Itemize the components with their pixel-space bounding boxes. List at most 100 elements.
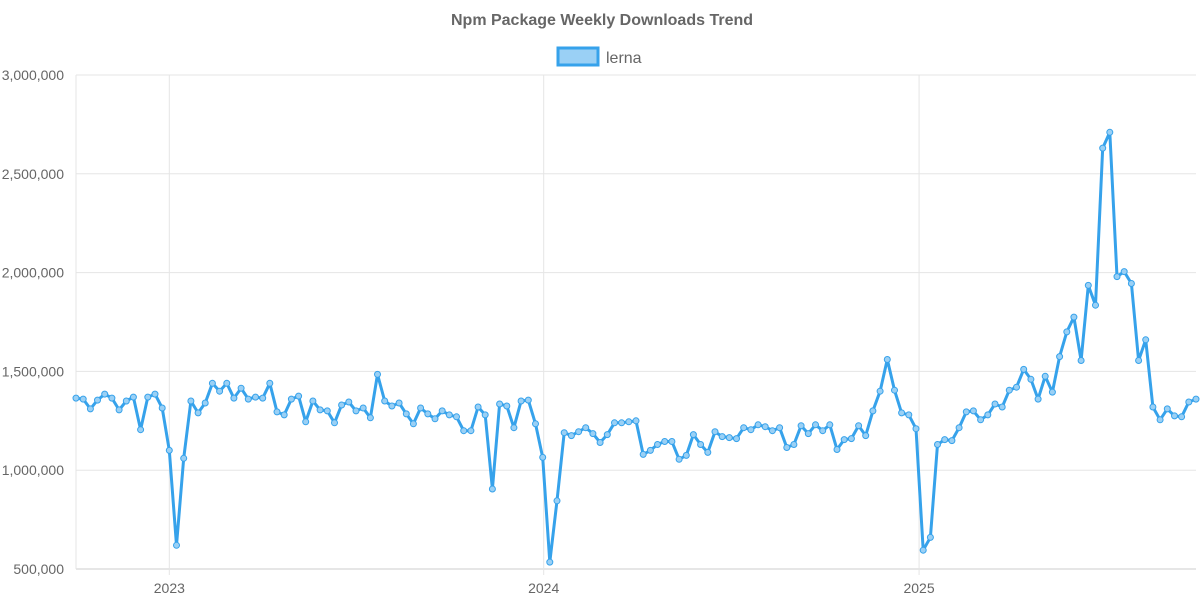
data-point[interactable] [898,409,906,417]
data-point[interactable] [94,396,101,404]
data-point[interactable] [833,446,841,453]
data-point[interactable] [962,408,970,416]
data-point[interactable] [675,455,683,463]
data-point[interactable] [840,436,848,444]
data-point[interactable] [244,395,252,403]
data-point[interactable] [1156,416,1164,424]
data-point[interactable] [618,419,626,427]
data-point[interactable] [1005,386,1013,394]
data-point[interactable] [1192,395,1200,403]
data-point[interactable] [855,422,863,430]
data-point[interactable] [869,407,877,415]
data-point[interactable] [567,432,575,440]
data-point[interactable] [819,427,827,435]
data-point[interactable] [208,379,216,387]
data-point[interactable] [273,408,281,416]
data-point[interactable] [180,454,188,462]
data-point[interactable] [1063,328,1071,336]
data-point[interactable] [984,411,992,419]
data-point[interactable] [402,410,410,418]
data-point[interactable] [338,401,346,409]
data-point[interactable] [575,428,583,436]
data-point[interactable] [697,441,705,448]
data-point[interactable] [1056,353,1064,361]
data-point[interactable] [977,416,985,424]
data-point[interactable] [230,394,238,402]
data-point[interactable] [1027,375,1035,383]
data-point[interactable] [934,441,941,448]
data-point[interactable] [603,431,611,439]
data-point[interactable] [352,407,360,415]
data-point[interactable] [611,419,618,427]
data-point[interactable] [711,428,719,436]
data-point[interactable] [173,541,180,549]
data-point[interactable] [503,402,511,410]
data-point[interactable] [654,441,661,448]
data-point[interactable] [847,435,855,443]
data-point[interactable] [926,533,934,541]
data-point[interactable] [718,433,726,441]
data-point[interactable] [287,395,295,403]
data-point[interactable] [1142,336,1150,344]
data-point[interactable] [539,453,547,461]
data-point[interactable] [689,431,697,439]
data-point[interactable] [158,404,166,412]
data-point[interactable] [510,424,518,432]
data-point[interactable] [431,415,439,423]
data-point[interactable] [1127,280,1135,287]
data-point[interactable] [955,424,963,432]
data-point[interactable] [359,404,367,412]
data-point[interactable] [309,397,317,405]
data-point[interactable] [137,426,145,434]
data-point[interactable] [86,405,94,413]
data-point[interactable] [1084,281,1092,289]
data-point[interactable] [912,425,920,433]
data-point[interactable] [517,397,525,405]
data-point[interactable] [704,448,712,456]
data-point[interactable] [237,384,245,392]
data-point[interactable] [129,393,137,401]
data-point[interactable] [417,404,425,412]
data-point[interactable] [1135,357,1143,364]
data-point[interactable] [883,356,891,363]
data-point[interactable] [72,394,80,402]
data-point[interactable] [826,421,834,429]
data-point[interactable] [316,406,324,414]
data-point[interactable] [151,390,159,398]
data-point[interactable] [1120,268,1128,276]
data-point[interactable] [395,399,403,407]
data-point[interactable] [331,419,338,427]
data-point[interactable] [323,407,331,415]
data-point[interactable] [259,394,267,402]
data-point[interactable] [560,429,568,437]
data-point[interactable] [79,395,87,403]
data-point[interactable] [1034,395,1042,403]
data-point[interactable] [165,446,173,454]
data-point[interactable] [1092,301,1099,309]
data-point[interactable] [496,400,504,408]
data-point[interactable] [1185,398,1193,406]
data-point[interactable] [761,423,769,431]
data-point[interactable] [725,434,733,442]
data-point[interactable] [661,438,669,445]
data-point[interactable] [546,558,554,566]
data-point[interactable] [122,397,130,405]
data-point[interactable] [948,437,956,445]
data-point[interactable] [1013,383,1020,391]
data-point[interactable] [625,418,633,426]
data-point[interactable] [532,420,539,428]
data-point[interactable] [1099,144,1107,152]
data-point[interactable] [1048,388,1056,396]
data-point[interactable] [632,417,640,425]
data-point[interactable] [108,394,116,402]
data-point[interactable] [388,402,396,410]
data-point[interactable] [783,444,791,451]
data-point[interactable] [797,422,805,430]
data-point[interactable] [596,439,604,446]
data-point[interactable] [1171,412,1178,420]
data-point[interactable] [1178,413,1186,421]
data-point[interactable] [790,441,798,448]
data-point[interactable] [1106,128,1114,136]
data-point[interactable] [891,386,898,394]
data-point[interactable] [295,392,303,400]
